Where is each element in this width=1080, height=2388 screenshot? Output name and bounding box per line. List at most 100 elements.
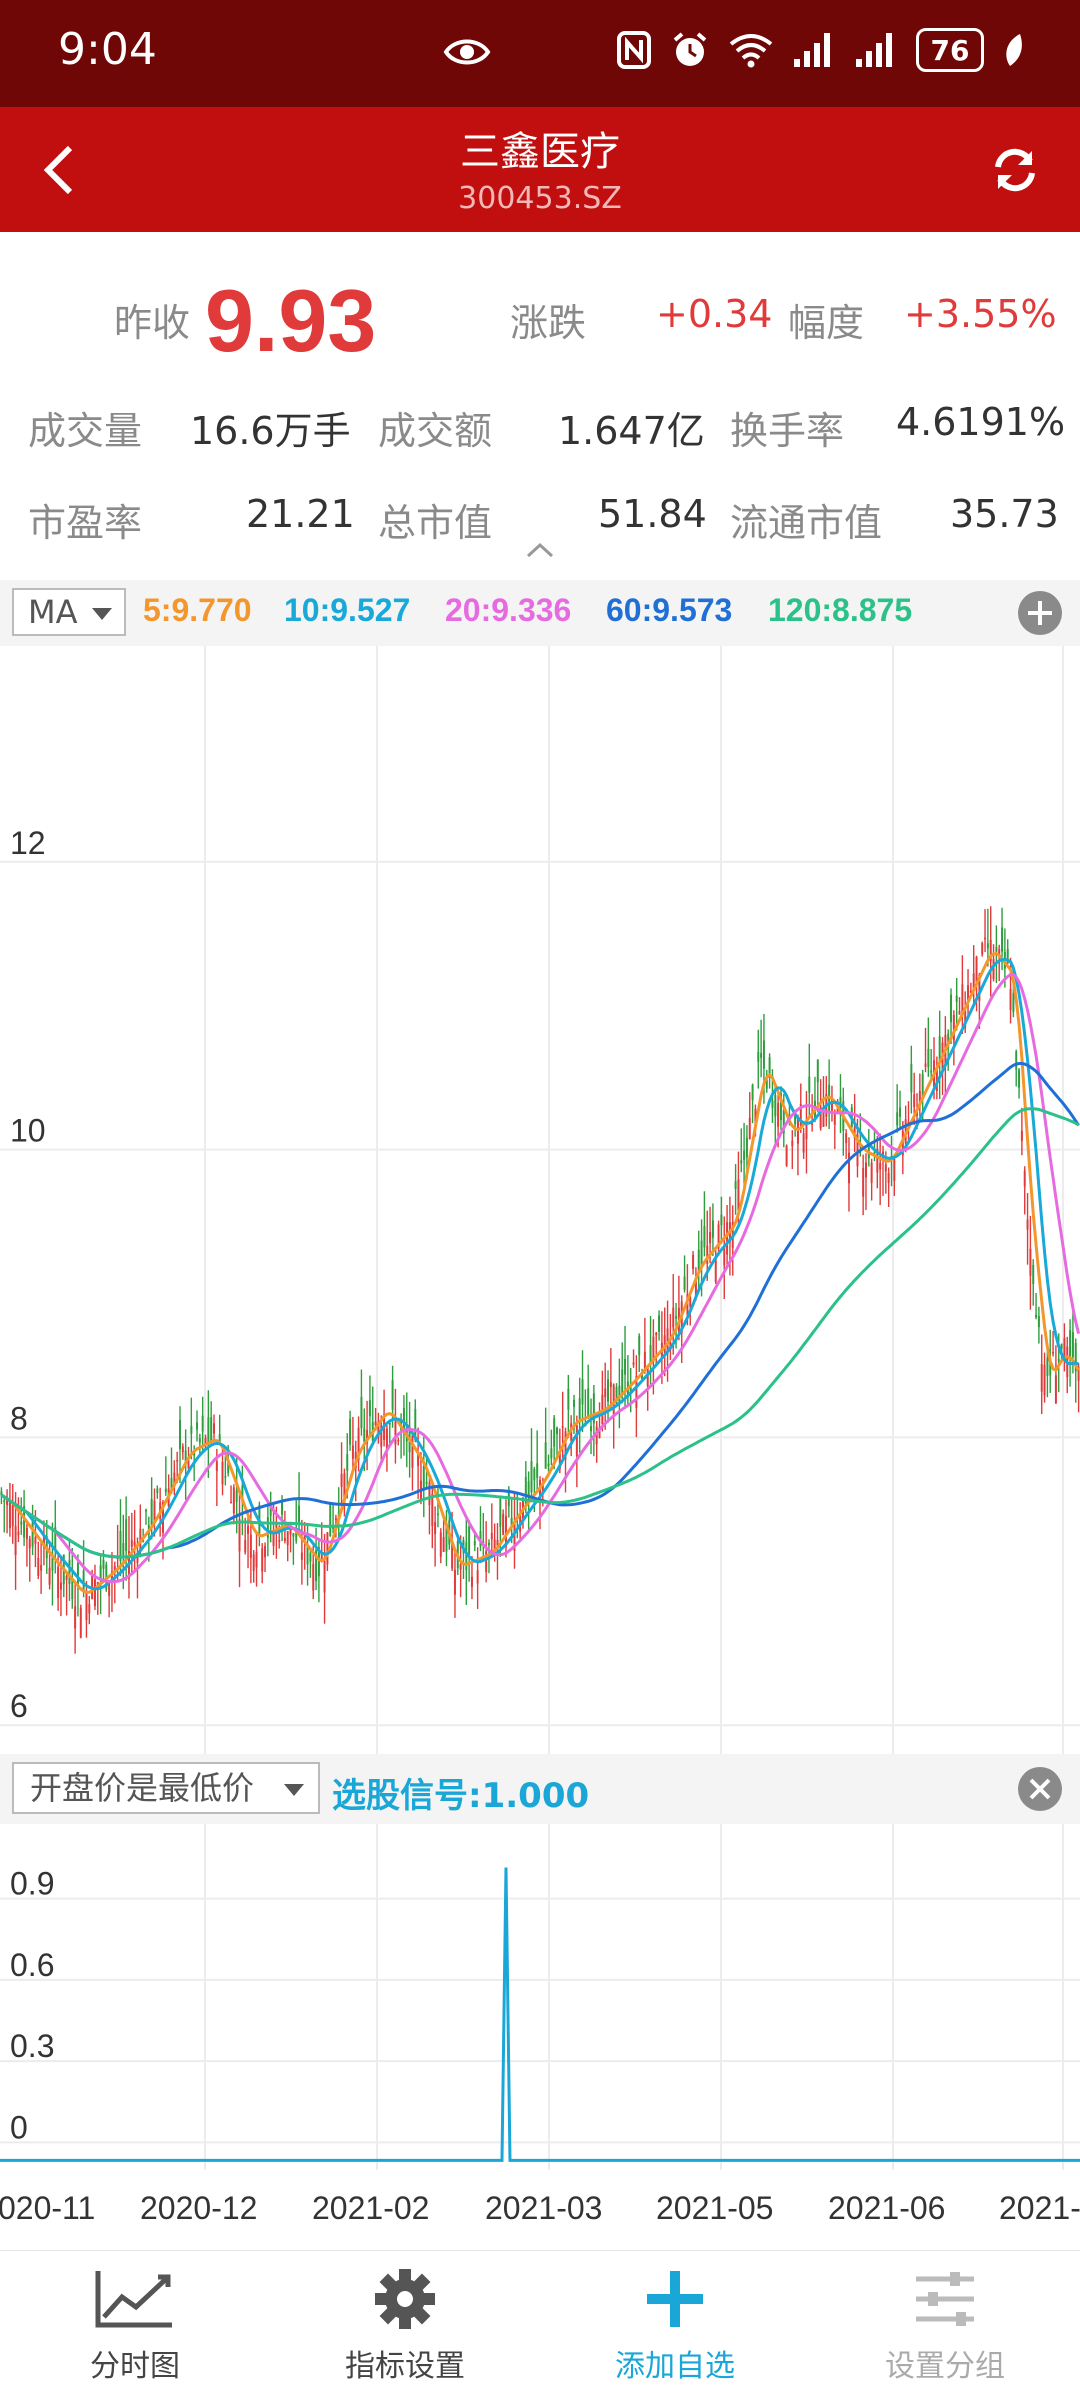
candle-body [876, 1148, 879, 1173]
candle-body [133, 1541, 136, 1546]
candle-body [754, 1108, 757, 1127]
candle-body [513, 1521, 516, 1551]
indicator-selector-label: 开盘价是最低价 [30, 1769, 255, 1807]
tab-add-watchlist[interactable]: 添加自选 [540, 2251, 810, 2388]
y-tick-label: 8 [10, 1400, 28, 1436]
candle-body [79, 1607, 82, 1638]
candle-body [51, 1553, 54, 1571]
indicator-selector[interactable]: 开盘价是最低价 [12, 1762, 320, 1814]
candle-body [1054, 1375, 1057, 1403]
candle-body [230, 1501, 233, 1504]
candle-body [442, 1537, 445, 1552]
candle-body [334, 1518, 337, 1520]
candle-body [706, 1246, 709, 1264]
candle-body [1018, 1069, 1021, 1088]
candle-body [34, 1537, 37, 1544]
candle-body [581, 1379, 584, 1405]
candle-body [40, 1564, 43, 1571]
volume-label: 成交量 [28, 409, 143, 453]
candle-body [1026, 1219, 1029, 1230]
candle-body [340, 1474, 343, 1487]
candle-body [536, 1463, 539, 1478]
signal-icon [856, 33, 892, 67]
back-icon[interactable] [40, 142, 80, 198]
candle-body [150, 1498, 153, 1526]
candle-body [14, 1525, 17, 1555]
candle-body [247, 1525, 250, 1535]
turnover-label: 换手率 [730, 409, 845, 453]
tab-timeshare[interactable]: 分时图 [0, 2251, 270, 2388]
candle-body [59, 1582, 62, 1590]
candle-body [411, 1435, 414, 1468]
candle-body [363, 1428, 366, 1442]
status-bar: 9:04 76 [0, 0, 1080, 107]
candle-body [391, 1380, 394, 1410]
candle-body [227, 1462, 230, 1474]
candle-body [723, 1244, 726, 1266]
tab-group-settings[interactable]: 设置分组 [810, 2251, 1080, 2388]
ma120-value: 120:8.875 [768, 592, 913, 628]
tab-indicator-settings[interactable]: 指标设置 [270, 2251, 540, 2388]
candle-body [799, 1103, 802, 1127]
candle-body [68, 1559, 71, 1585]
pe-value: 21.21 [246, 492, 355, 536]
refresh-icon[interactable] [990, 145, 1040, 195]
candle-body [113, 1565, 116, 1572]
candle-body [658, 1315, 661, 1332]
candle-body [388, 1423, 391, 1425]
candle-body [890, 1155, 893, 1158]
candle-body [249, 1534, 252, 1558]
candle-body [136, 1554, 139, 1563]
candle-body [700, 1240, 703, 1269]
signal-value: 选股信号:1.000 [332, 1776, 590, 1816]
candle-body [884, 1164, 887, 1172]
candle-body [269, 1504, 272, 1516]
candle-body [709, 1232, 712, 1244]
candle-body [689, 1296, 692, 1307]
candle-body [65, 1576, 68, 1580]
candle-body [978, 975, 981, 1001]
candle-body [74, 1606, 77, 1629]
y-tick-label: 0.3 [10, 2028, 54, 2064]
candle-body [672, 1307, 675, 1328]
float-cap-label: 流通市值 [730, 501, 883, 545]
add-indicator-icon[interactable] [1018, 591, 1062, 635]
sliders-icon [916, 2272, 974, 2326]
candle-body [42, 1536, 45, 1548]
ma-selector-label: MA [28, 593, 78, 631]
candle-body [952, 1015, 955, 1041]
ma-selector[interactable]: MA [12, 588, 126, 636]
candle-body [431, 1493, 434, 1526]
candle-body [694, 1278, 697, 1299]
candle-body [54, 1527, 57, 1551]
candle-body [969, 991, 972, 993]
volume-value: 16.6万手 [190, 409, 351, 453]
leaf-icon [1006, 34, 1022, 66]
candle-body [502, 1513, 505, 1535]
candle-body [686, 1294, 689, 1316]
prev-close-value: 9.93 [205, 271, 377, 370]
candle-body [782, 1109, 785, 1134]
candle-body [740, 1160, 743, 1164]
candle-body [473, 1541, 476, 1546]
dropdown-icon [284, 1784, 304, 1796]
candle-body [204, 1437, 207, 1446]
candle-body [1006, 948, 1009, 964]
ma-line [0, 1062, 1080, 1559]
candle-body [592, 1393, 595, 1424]
candle-body [524, 1476, 527, 1507]
ma-line [0, 1107, 1080, 1559]
candle-body [374, 1421, 377, 1426]
candle-body [989, 939, 992, 962]
signal-chart[interactable]: 0.9 0.6 0.3 0 [0, 1824, 1080, 2190]
tab-indicator-settings-label: 指标设置 [345, 2349, 465, 2384]
candle-body [323, 1560, 326, 1593]
candle-body [490, 1532, 493, 1540]
candlestick-chart[interactable]: 12 10 8 6 [0, 646, 1080, 1754]
collapse-chevron-icon[interactable] [522, 540, 558, 560]
close-icon[interactable] [1018, 1767, 1062, 1811]
candle-body [349, 1419, 352, 1445]
candle-body [76, 1562, 79, 1587]
candle-body [655, 1332, 658, 1336]
candle-body [122, 1543, 125, 1557]
